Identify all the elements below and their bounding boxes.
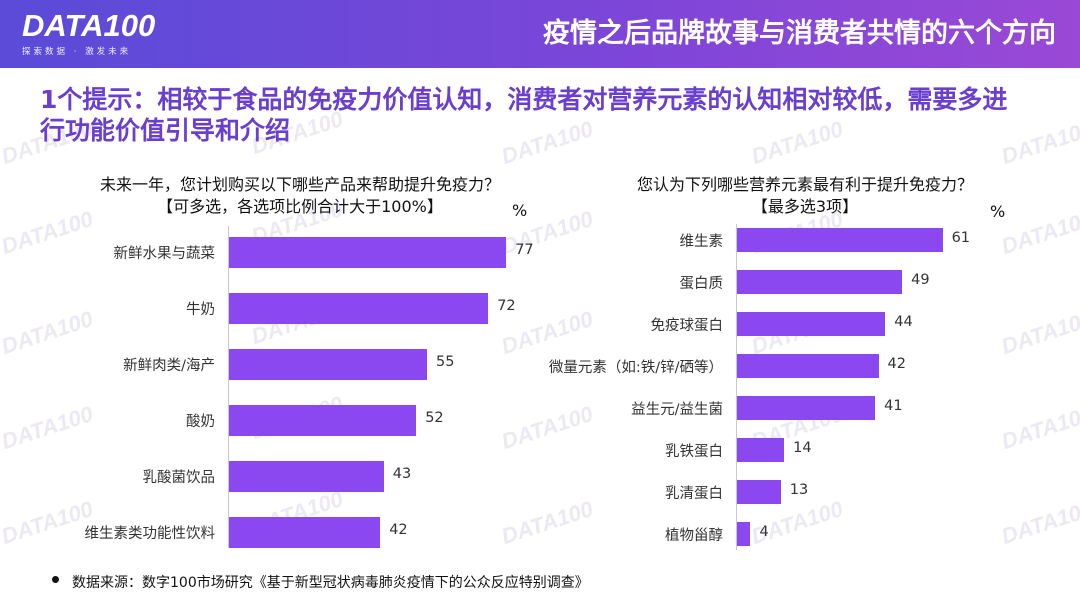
bar	[229, 236, 507, 268]
category-label: 免疫球蛋白	[650, 318, 724, 334]
bar	[737, 396, 876, 420]
bar	[737, 522, 751, 546]
category-label: 乳清蛋白	[665, 486, 723, 502]
category-label: 新鲜水果与蔬菜	[113, 246, 216, 262]
value-label: 42	[887, 356, 906, 372]
logo-tagline: 探索数据 · 激发未来	[22, 47, 132, 57]
bar	[229, 292, 489, 324]
category-label: 植物甾醇	[665, 528, 723, 544]
logo-text: DATA100	[22, 8, 156, 43]
bar	[737, 438, 785, 462]
watermark-logo: DATA100	[998, 496, 1080, 550]
page-title: 疫情之后品牌故事与消费者共情的六个方向	[543, 18, 1056, 49]
bar	[229, 516, 381, 548]
value-label: 77	[515, 242, 534, 258]
chart-left-axis	[228, 226, 229, 548]
watermark-logo: DATA100	[0, 496, 96, 550]
value-label: 72	[497, 298, 516, 314]
watermark-logo: DATA100	[498, 306, 596, 360]
category-label: 蛋白质	[679, 276, 724, 292]
category-label: 乳酸菌饮品	[142, 470, 216, 486]
watermark-logo: DATA100	[0, 401, 96, 455]
chart-right-subtitle: 【最多选3项】	[751, 197, 859, 216]
watermark-logo: DATA100	[998, 306, 1080, 360]
bar	[229, 404, 417, 436]
watermark-logo: DATA100	[748, 496, 846, 550]
watermark-logo: DATA100	[498, 496, 596, 550]
bar	[737, 480, 781, 504]
category-label: 酸奶	[186, 414, 215, 430]
value-label: 14	[793, 440, 812, 456]
chart-left-title: 未来一年，您计划购买以下哪些产品来帮助提升免疫力？	[99, 175, 500, 194]
brand-logo: DATA100 探索数据 · 激发未来	[22, 8, 156, 58]
chart-right-unit: %	[990, 202, 1006, 221]
chart-right-axis	[736, 224, 737, 550]
value-label: 44	[894, 314, 913, 330]
category-label: 新鲜肉类/海产	[123, 358, 215, 374]
bar	[737, 270, 903, 294]
chart-left-unit: %	[512, 201, 528, 220]
value-label: 4	[759, 524, 769, 540]
watermark-logo: DATA100	[498, 401, 596, 455]
bar	[737, 228, 943, 252]
value-label: 55	[436, 354, 455, 370]
category-label: 益生元/益生菌	[631, 402, 723, 418]
category-label: 维生素	[679, 234, 724, 250]
bar	[737, 312, 886, 336]
value-label: 42	[389, 522, 408, 538]
bullet-icon	[52, 576, 59, 583]
category-label: 微量元素（如:铁/锌/硒等）	[548, 360, 723, 376]
value-label: 41	[884, 398, 903, 414]
bar	[229, 348, 427, 380]
category-label: 维生素类功能性饮料	[84, 526, 216, 542]
category-label: 牛奶	[186, 302, 215, 318]
watermark-logo: DATA100	[998, 401, 1080, 455]
data-source-note: 数据来源：数字100市场研究《基于新型冠状病毒肺炎疫情下的公众反应特别调查》	[52, 572, 589, 592]
value-label: 61	[951, 230, 971, 246]
bar	[229, 460, 384, 492]
data-source-text: 数据来源：数字100市场研究《基于新型冠状病毒肺炎疫情下的公众反应特别调查》	[72, 575, 589, 591]
value-label: 43	[392, 466, 412, 482]
value-label: 52	[425, 410, 444, 426]
chart-left-subtitle: 【可多选，各选项比例合计大于100%】	[157, 197, 443, 216]
header-bar: DATA100 探索数据 · 激发未来 疫情之后品牌故事与消费者共情的六个方向	[0, 0, 1080, 68]
category-label: 乳铁蛋白	[665, 444, 723, 460]
value-label: 13	[789, 482, 809, 498]
value-label: 49	[911, 272, 930, 288]
bar	[737, 354, 879, 378]
chart-right-title: 您认为下列哪些营养元素最有利于提升免疫力？	[636, 175, 973, 194]
headline: 1个提示：相较于食品的免疫力价值认知，消费者对营养元素的认知相对较低，需要多进行…	[40, 85, 1008, 145]
watermark-logo: DATA100	[0, 306, 96, 360]
